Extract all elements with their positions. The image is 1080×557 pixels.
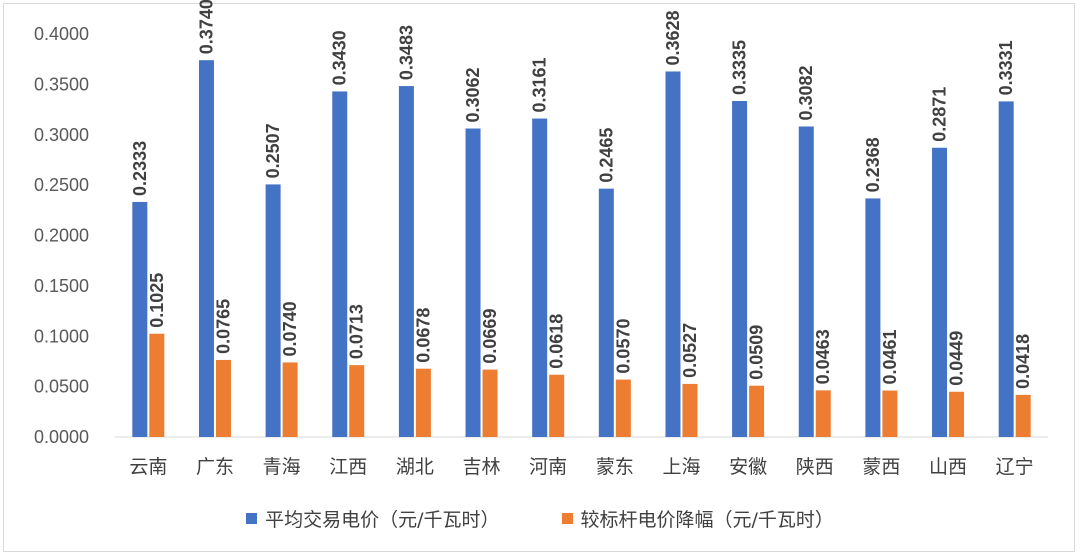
data-label-price-drop: 0.0618 bbox=[547, 314, 567, 369]
bar-avg-price bbox=[932, 147, 948, 437]
bar-avg-price bbox=[198, 60, 214, 437]
x-category-label: 江西 bbox=[329, 456, 367, 478]
bar-price-drop bbox=[682, 383, 698, 437]
bar-avg-price bbox=[465, 128, 481, 438]
bar-price-drop bbox=[749, 385, 765, 437]
x-category-label: 安徽 bbox=[729, 456, 767, 478]
data-label-price-drop: 0.0713 bbox=[347, 304, 367, 359]
x-category-label: 辽宁 bbox=[996, 456, 1034, 478]
data-label-avg-price: 0.2333 bbox=[130, 141, 150, 196]
bar-price-drop bbox=[1015, 394, 1031, 437]
bar-avg-price bbox=[598, 188, 614, 437]
data-label-avg-price: 0.2507 bbox=[263, 123, 283, 178]
bar-price-drop bbox=[415, 368, 431, 437]
bar-price-drop bbox=[882, 390, 898, 437]
y-tick-label: 0.2000 bbox=[34, 226, 89, 246]
x-category-label: 上海 bbox=[662, 456, 700, 478]
bar-avg-price bbox=[332, 91, 348, 438]
data-label-avg-price: 0.2871 bbox=[930, 87, 950, 142]
data-label-price-drop: 0.0418 bbox=[1013, 334, 1033, 389]
bar-avg-price bbox=[532, 118, 548, 438]
data-label-avg-price: 0.3483 bbox=[396, 25, 416, 80]
legend-swatch-price-drop bbox=[561, 513, 573, 524]
y-tick-label: 0.1000 bbox=[34, 326, 89, 346]
data-label-avg-price: 0.2465 bbox=[596, 128, 616, 183]
data-label-price-drop: 0.0678 bbox=[413, 308, 433, 363]
bar-avg-price bbox=[265, 184, 281, 437]
bar-avg-price bbox=[732, 100, 748, 437]
x-category-label: 山西 bbox=[929, 456, 967, 478]
bar-price-drop bbox=[149, 333, 165, 437]
bar-price-drop bbox=[815, 390, 831, 437]
chart-frame bbox=[3, 3, 1075, 552]
x-category-label: 吉林 bbox=[463, 456, 501, 478]
bar-price-drop bbox=[215, 359, 231, 437]
x-category-label: 蒙西 bbox=[862, 456, 900, 478]
bar-avg-price bbox=[132, 201, 148, 437]
bar-avg-price bbox=[998, 101, 1014, 438]
data-label-price-drop: 0.1025 bbox=[147, 273, 167, 328]
bar-avg-price bbox=[798, 126, 814, 438]
legend-swatch-avg-price bbox=[246, 513, 258, 524]
y-tick-label: 0.4000 bbox=[34, 24, 89, 44]
legend-label-price-drop: 较标杆电价降幅（元/千瓦时） bbox=[580, 509, 834, 531]
bar-avg-price bbox=[398, 86, 414, 437]
y-tick-label: 0.3000 bbox=[34, 125, 89, 145]
data-label-price-drop: 0.0527 bbox=[680, 323, 700, 378]
legend-label-avg-price: 平均交易电价（元/千瓦时） bbox=[265, 509, 500, 531]
x-category-label: 青海 bbox=[263, 456, 301, 478]
x-category-label: 陕西 bbox=[796, 456, 834, 478]
bar-price-drop bbox=[282, 362, 298, 437]
data-label-avg-price: 0.3082 bbox=[796, 65, 816, 120]
y-tick-label: 0.1500 bbox=[34, 276, 89, 296]
chart-legend: 平均交易电价（元/千瓦时） 较标杆电价降幅（元/千瓦时） bbox=[0, 505, 1080, 532]
x-category-label: 云南 bbox=[129, 456, 167, 478]
data-label-price-drop: 0.0669 bbox=[480, 309, 500, 364]
x-category-label: 河南 bbox=[529, 456, 567, 478]
data-label-avg-price: 0.3740 bbox=[196, 0, 216, 54]
data-label-avg-price: 0.3331 bbox=[996, 40, 1016, 95]
data-label-avg-price: 0.3161 bbox=[530, 57, 550, 112]
data-label-avg-price: 0.3062 bbox=[463, 67, 483, 122]
data-label-price-drop: 0.0740 bbox=[280, 301, 300, 356]
data-label-avg-price: 0.3430 bbox=[330, 30, 350, 85]
y-tick-label: 0.2500 bbox=[34, 175, 89, 195]
data-label-price-drop: 0.0449 bbox=[947, 331, 967, 386]
data-label-price-drop: 0.0765 bbox=[213, 299, 233, 354]
bar-price-drop bbox=[549, 374, 565, 437]
data-label-price-drop: 0.0461 bbox=[880, 329, 900, 384]
legend-item-price-drop: 较标杆电价降幅（元/千瓦时） bbox=[561, 505, 834, 532]
x-category-label: 广东 bbox=[196, 456, 234, 478]
data-label-price-drop: 0.0463 bbox=[813, 329, 833, 384]
y-tick-label: 0.0500 bbox=[34, 377, 89, 397]
y-tick-label: 0.0000 bbox=[34, 427, 89, 447]
y-tick-label: 0.3500 bbox=[34, 74, 89, 94]
data-label-price-drop: 0.0570 bbox=[613, 319, 633, 374]
data-label-avg-price: 0.3335 bbox=[730, 40, 750, 95]
data-label-price-drop: 0.0509 bbox=[747, 325, 767, 380]
legend-item-avg-price: 平均交易电价（元/千瓦时） bbox=[246, 505, 500, 532]
data-label-avg-price: 0.2368 bbox=[863, 137, 883, 192]
bar-price-drop bbox=[615, 379, 631, 437]
bar-price-drop bbox=[949, 391, 965, 437]
bar-avg-price bbox=[665, 71, 681, 437]
bar-avg-price bbox=[865, 198, 881, 437]
x-category-label: 湖北 bbox=[396, 456, 434, 478]
bar-price-drop bbox=[349, 365, 365, 437]
x-category-label: 蒙东 bbox=[596, 456, 634, 478]
bar-price-drop bbox=[482, 369, 498, 437]
data-label-avg-price: 0.3628 bbox=[663, 10, 683, 65]
